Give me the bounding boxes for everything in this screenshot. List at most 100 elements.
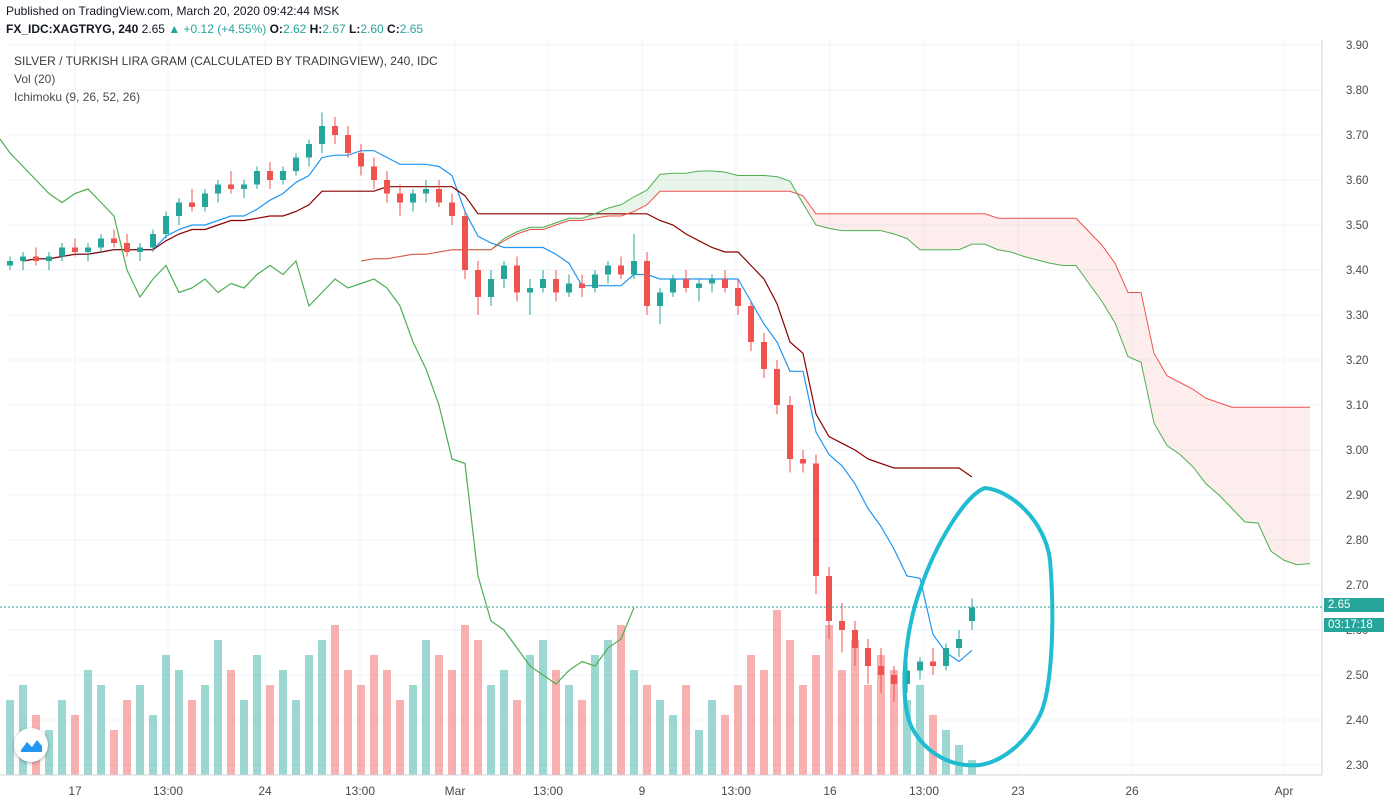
volume-bar [864,685,872,775]
cloud-segment [946,213,959,250]
candle-body [683,279,689,288]
cloud-segment [1219,402,1232,509]
cloud-segment [1115,263,1128,357]
candle-body [293,157,299,171]
cloud-segment [894,213,907,239]
volume-bar [838,670,846,775]
published-line: Published on TradingView.com, March 20, … [6,4,340,18]
price-tick-label: 2.30 [1346,760,1368,772]
cloud-segment [959,213,972,250]
candle-body [800,459,806,464]
candle-body [46,256,52,261]
volume-bar [201,685,209,775]
price-tick-label: 3.40 [1346,265,1368,277]
ichimoku-lines [0,138,1311,685]
volume-bar [487,685,495,775]
volume-bar [162,655,170,775]
cloud-segment [621,196,634,216]
cloud-segment [1245,407,1258,524]
candle-body [956,639,962,648]
cloud-segment [1284,407,1297,565]
volume-bar [149,715,157,775]
cloud-segment [673,173,686,192]
volume-legend[interactable]: Vol (20) [14,72,56,86]
price-axis[interactable]: 3.90 3.80 3.70 3.60 3.50 3.40 3.30 3.20 3.10 3.00… [1346,40,1368,772]
volume-bar [344,670,352,775]
cloud-segment [530,227,543,230]
cloud-segment [1102,245,1115,323]
volume-bar [58,700,66,775]
candle-body [592,274,598,288]
cloud-segment [803,195,816,225]
cloud-segment [1011,218,1024,257]
volume-bar [409,685,417,775]
price-tick-label: 2.50 [1346,670,1368,682]
cloud-segment [725,172,738,192]
cloud-segment [1154,353,1167,446]
candle-body [241,184,247,189]
candle-body [748,306,754,342]
volume-bar [786,640,794,775]
volume-bar [292,700,300,775]
time-axis[interactable]: 17 13:00 24 13:00 Mar 13:00 9 13:00 16 13:00 23 26 A… [68,784,1293,798]
time-tick-label: 9 [639,784,646,798]
volume-bar [773,610,781,775]
candle-body [566,283,572,293]
price-tick-label: 3.60 [1346,175,1368,187]
span-b-line [360,190,1310,408]
cloud-segment [1089,231,1102,302]
symbol-name[interactable]: FX_IDC:XAGTRYG, 240 [6,22,139,36]
volume-bar [227,670,235,775]
volume-bar [656,700,664,775]
volume-bar [643,685,651,775]
volume-bar [825,625,833,775]
time-tick-label: 13:00 [909,784,939,798]
candle-body [501,265,507,279]
volume-bar [110,730,118,775]
volume-bar [942,730,950,775]
price-tick-label: 2.80 [1346,535,1368,547]
candle-body [124,243,130,252]
volume-bar [929,715,937,775]
candle-body [527,288,533,293]
candle-body [761,342,767,369]
candle-body [709,279,715,284]
volume-bar [500,670,508,775]
candle-body [826,576,832,621]
candle-body [371,166,377,180]
candle-body [631,261,637,275]
candle-body [605,265,611,275]
tradingview-logo[interactable] [14,728,48,762]
candle-body [176,202,182,216]
chart-title[interactable]: SILVER / TURKISH LIRA GRAM (CALCULATED B… [14,54,438,68]
candle-body [189,202,195,207]
candle-body [137,247,143,252]
candle-body [202,193,208,207]
price-tick-label: 3.00 [1346,445,1368,457]
cloud-segment [829,213,842,231]
candle-body [59,247,65,257]
symbol-line: FX_IDC:XAGTRYG, 240 2.65 ▲ +0.12 (+4.55%… [6,22,423,36]
candle-body [644,261,650,306]
cloud-segment [881,213,894,234]
cloud-segment [1193,389,1206,484]
volume-bar [903,700,911,775]
ichimoku-legend[interactable]: Ichimoku (9, 26, 52, 26) [14,90,141,104]
candle-body [319,126,325,144]
candle-body [878,666,884,675]
volume-bar [97,685,105,775]
candle-body [670,279,676,293]
candle-body [397,193,403,203]
volume-bar [266,685,274,775]
volume-bar [669,715,677,775]
candle-body [917,661,923,671]
candle-body [969,607,975,621]
candle-body [449,202,455,216]
volume-bar [6,700,14,775]
cloud-segment [855,213,868,231]
volume-bar [812,655,820,775]
volume-bar [968,760,976,775]
candle-body [696,283,702,288]
cloud-segment [712,171,725,192]
